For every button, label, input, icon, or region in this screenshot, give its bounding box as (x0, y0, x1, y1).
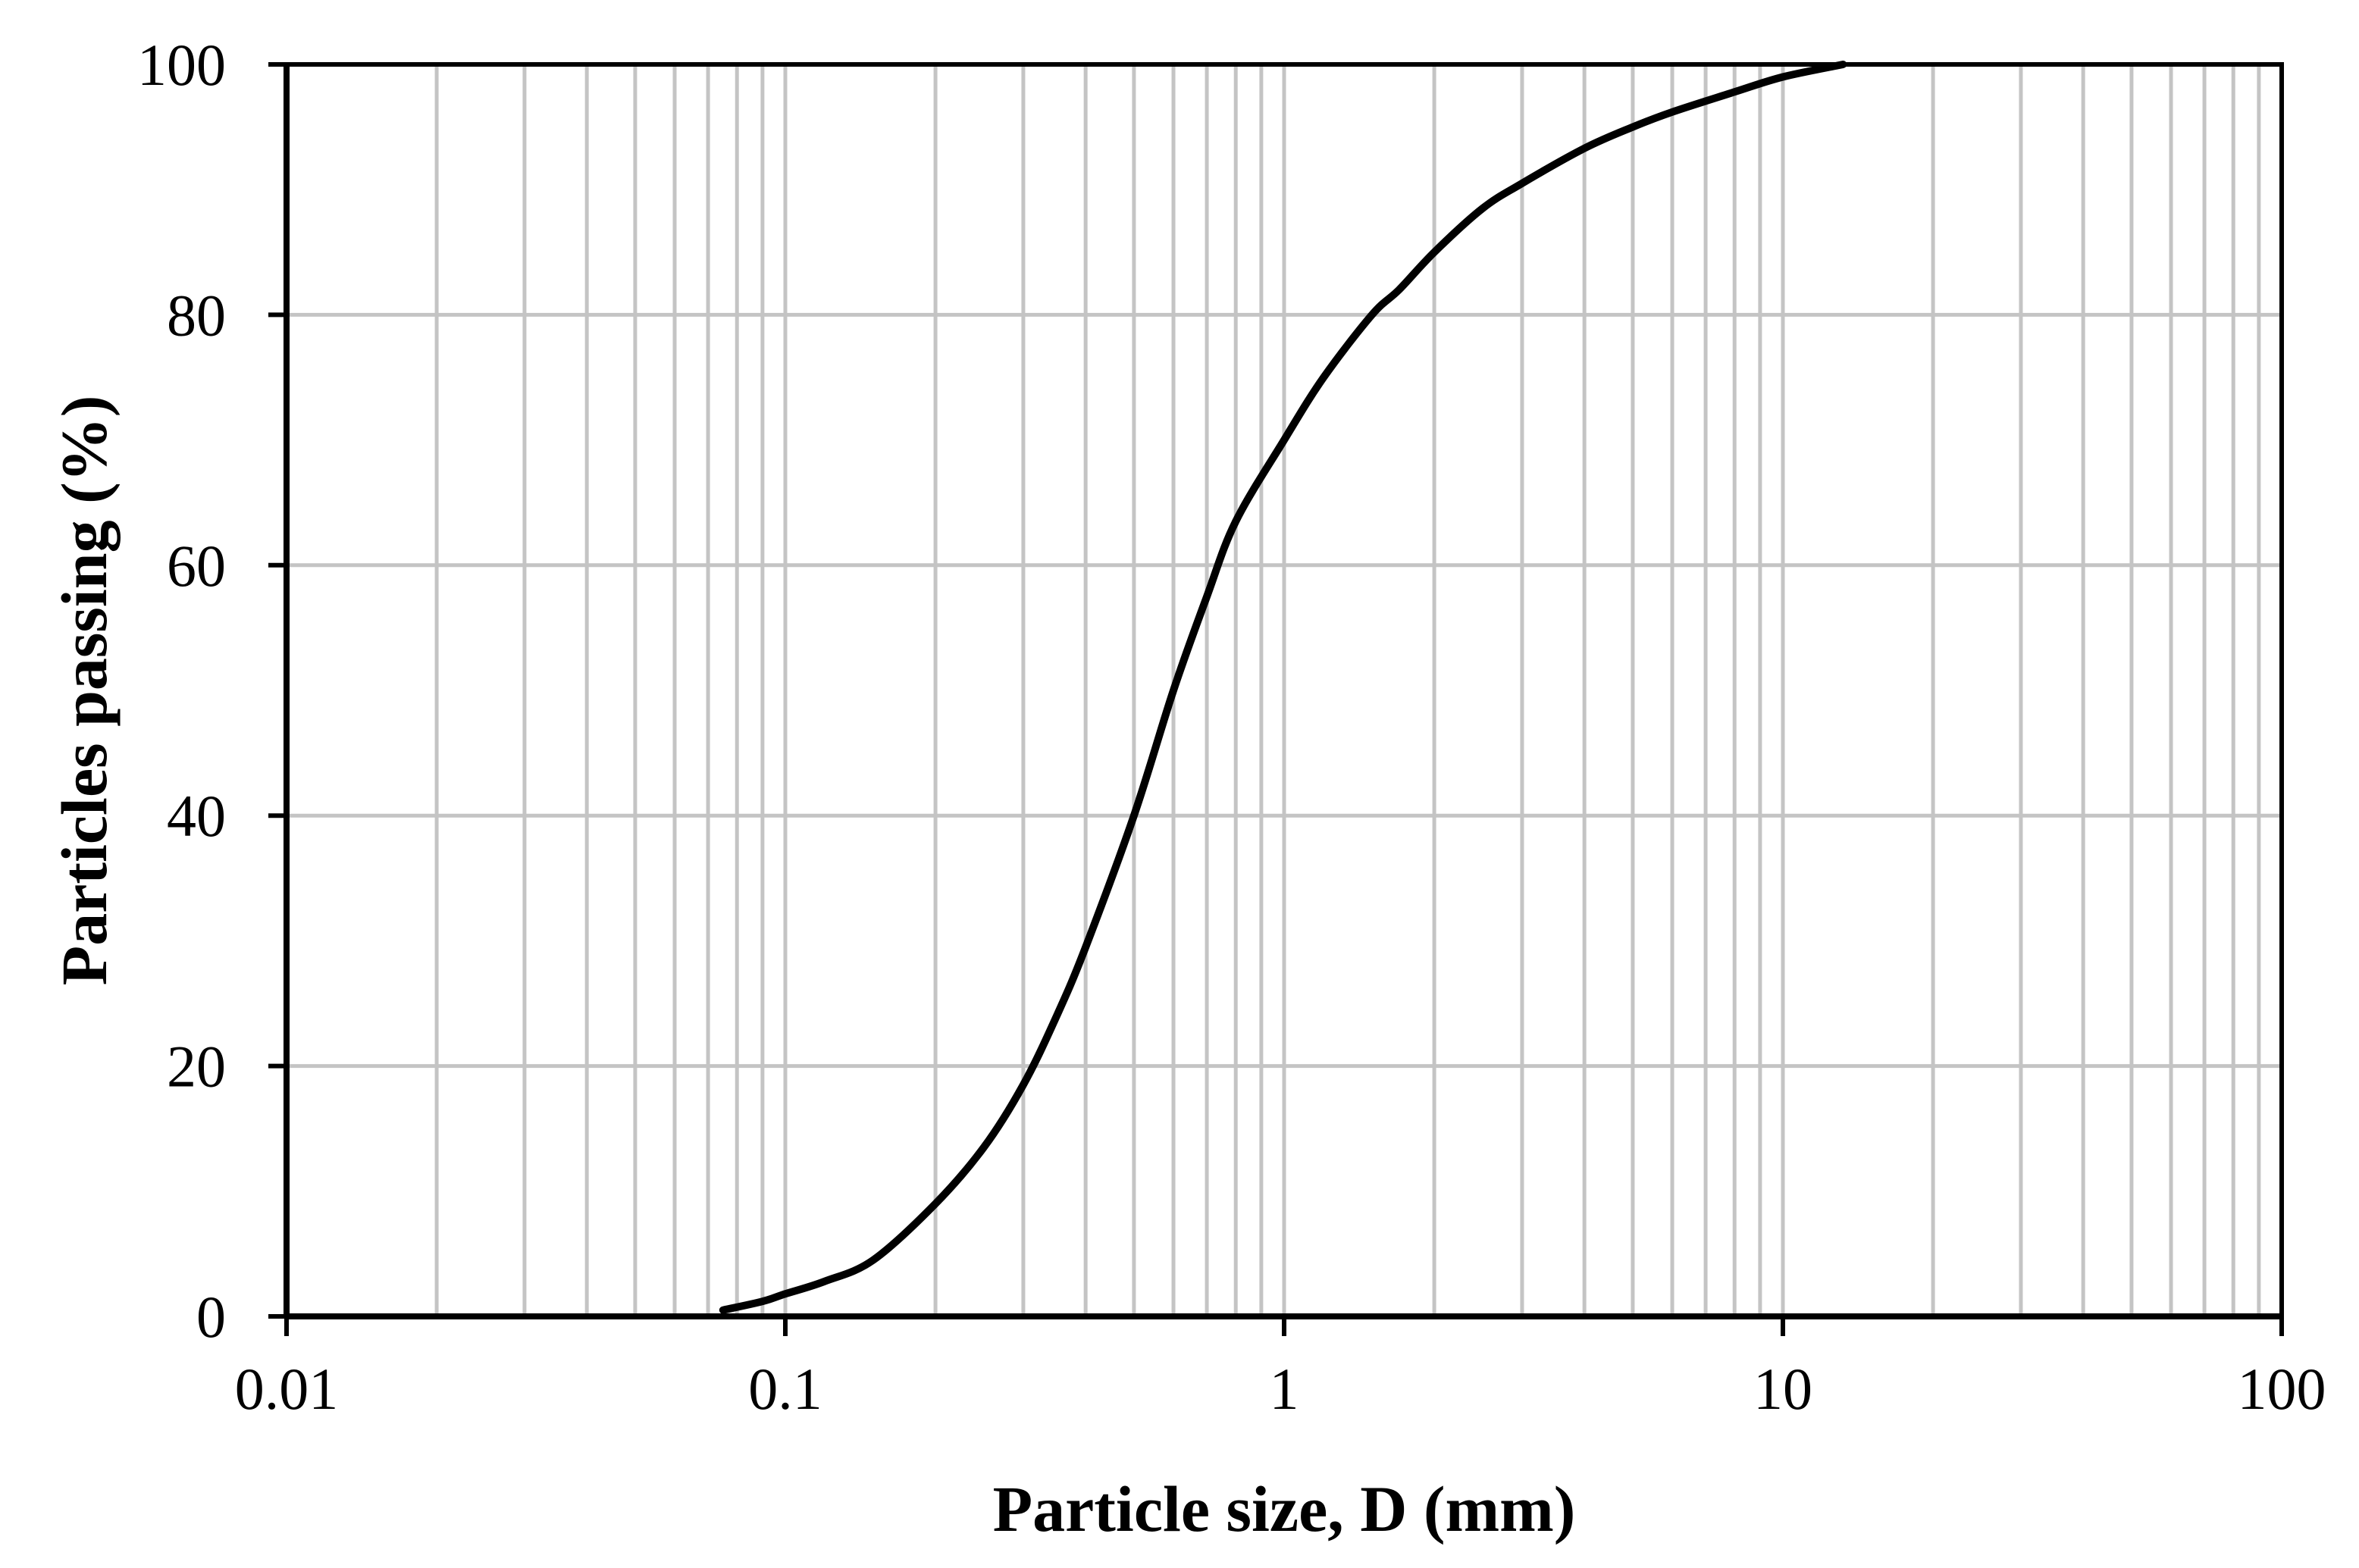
y-tick-label: 0 (196, 1284, 226, 1350)
y-tick-label: 80 (167, 282, 226, 348)
x-axis-title: Particle size, D (mm) (993, 1473, 1576, 1545)
gradation-curve (719, 61, 1847, 1314)
y-tick-label: 20 (167, 1034, 226, 1100)
x-tick-label: 100 (2238, 1356, 2326, 1422)
x-tick-label: 1 (1270, 1356, 1299, 1422)
curve-layer (719, 61, 1847, 1314)
x-tick-label: 10 (1753, 1356, 1812, 1422)
y-tick-label: 60 (167, 533, 226, 599)
x-tick-label: 0.01 (235, 1356, 339, 1422)
y-axis-title: Particles passing (%) (48, 396, 121, 986)
tick-labels: 0.01 0.1 1 10 100 0 20 40 60 80 100 (137, 32, 2326, 1422)
x-tick-label: 0.1 (748, 1356, 822, 1422)
y-tick-label: 100 (137, 32, 226, 98)
y-tick-label: 40 (167, 783, 226, 849)
grid-lines (287, 64, 2282, 1316)
axes (268, 62, 2284, 1336)
